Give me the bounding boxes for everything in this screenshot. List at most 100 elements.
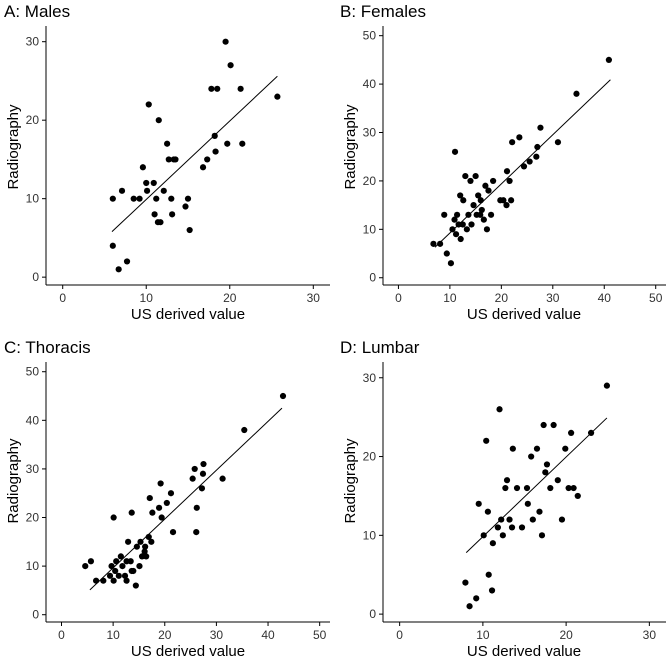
data-point (475, 500, 482, 507)
data-point (482, 182, 489, 189)
data-point (573, 90, 580, 97)
data-point (485, 187, 492, 194)
data-point (523, 484, 531, 492)
data-point (113, 558, 120, 565)
data-point (487, 211, 495, 218)
regression-line (111, 75, 278, 232)
regression-line (465, 417, 608, 554)
data-point (475, 192, 482, 199)
data-point (200, 460, 207, 468)
data-point (224, 140, 231, 147)
y-tick-label: 30 (26, 462, 40, 476)
data-point (478, 206, 485, 214)
x-tick-label: 0 (58, 628, 65, 642)
data-point (87, 558, 95, 565)
data-point (130, 195, 137, 202)
data-point (570, 484, 577, 492)
data-point (186, 226, 193, 234)
data-point (488, 587, 496, 594)
data-point (136, 563, 143, 570)
x-axis-label: US derived value (131, 306, 245, 323)
x-tick-label: 20 (495, 291, 509, 305)
data-point (452, 231, 460, 238)
data-point (529, 516, 536, 523)
data-point (465, 211, 472, 218)
y-axis-label: Radiography (5, 104, 22, 190)
data-point (470, 202, 477, 209)
data-point (554, 139, 562, 146)
data-point (516, 134, 523, 141)
data-point (143, 179, 150, 187)
data-point (547, 484, 554, 492)
x-tick-label: 0 (59, 291, 66, 305)
data-point (513, 484, 521, 492)
data-point (164, 140, 171, 147)
data-point (562, 445, 569, 452)
y-tick-label: 20 (363, 174, 377, 188)
data-point (550, 421, 557, 429)
data-point (526, 158, 533, 165)
x-tick-label: 0 (395, 291, 402, 305)
data-point (128, 509, 135, 516)
data-point (208, 85, 215, 92)
data-point (157, 480, 164, 487)
data-point (472, 172, 479, 180)
x-tick-label: 40 (261, 628, 275, 642)
y-tick-label: 50 (26, 365, 40, 379)
y-tick-label: 10 (26, 559, 40, 573)
data-point (441, 211, 448, 218)
data-point (184, 195, 192, 202)
data-point (227, 62, 234, 69)
x-tick-label: 40 (598, 291, 612, 305)
data-point (222, 38, 229, 45)
data-point (538, 532, 546, 539)
data-point (155, 504, 163, 511)
data-point (483, 226, 491, 233)
y-tick-label: 40 (26, 413, 40, 427)
data-point (160, 187, 167, 194)
data-point (565, 484, 572, 492)
data-point (182, 203, 189, 210)
x-tick-label: 30 (210, 628, 224, 642)
data-point (211, 132, 218, 139)
data-point (466, 603, 473, 610)
data-point (141, 548, 148, 555)
y-tick-label: 50 (363, 29, 377, 43)
x-tick-label: 10 (443, 291, 457, 305)
data-point (121, 572, 129, 579)
data-point (127, 558, 134, 565)
data-point (568, 429, 575, 437)
data-point (503, 168, 511, 175)
data-point (167, 490, 175, 497)
data-point (499, 532, 506, 539)
data-point (506, 177, 513, 185)
data-point (117, 553, 124, 560)
x-tick-label: 10 (106, 628, 120, 642)
data-point (158, 514, 165, 521)
data-point (480, 216, 487, 223)
data-point (198, 485, 206, 492)
data-point (157, 219, 164, 226)
data-point (540, 421, 547, 429)
data-point (151, 211, 158, 218)
y-tick-label: 20 (363, 450, 377, 464)
data-point (494, 524, 501, 531)
data-point (212, 148, 219, 155)
data-point (106, 572, 114, 579)
x-tick-label: 20 (223, 291, 237, 305)
data-point (191, 465, 198, 473)
data-point (502, 484, 509, 492)
data-point (520, 163, 528, 170)
data-point (199, 470, 207, 477)
data-point (214, 85, 221, 92)
data-point (136, 195, 143, 202)
x-axis-label: US derived value (467, 306, 581, 323)
data-point (172, 156, 179, 163)
y-axis-label: Radiography (342, 104, 359, 190)
data-point (219, 475, 226, 482)
data-point (168, 195, 175, 202)
x-tick-label: 30 (307, 291, 321, 305)
data-point (274, 93, 281, 100)
data-point (463, 226, 470, 233)
data-point (150, 179, 157, 187)
